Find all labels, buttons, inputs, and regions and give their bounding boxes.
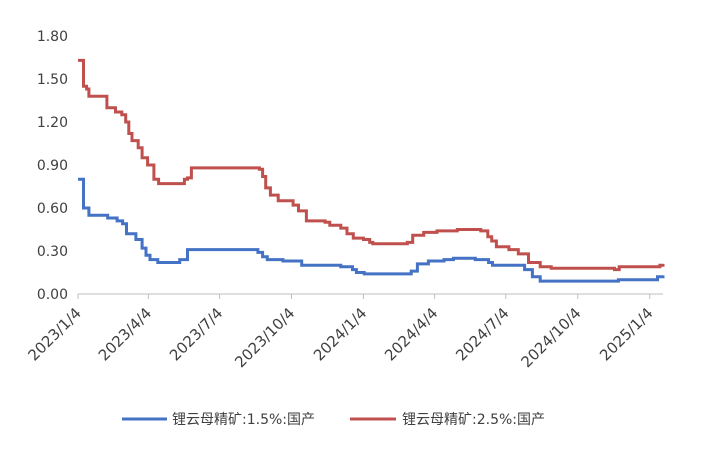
series-lines <box>78 58 665 283</box>
x-tick-label: 2023/10/4 <box>231 304 298 371</box>
y-tick-label: 0.00 <box>37 287 68 303</box>
x-axis: 2023/1/4 2023/4/4 2023/7/4 2023/10/4 2024/1/… <box>24 293 663 371</box>
x-tick-label: 2023/4/4 <box>95 304 155 364</box>
y-tick-label: 0.90 <box>37 158 68 174</box>
y-axis: 0.00 0.30 0.60 0.90 1.20 1.50 1.80 <box>37 29 68 303</box>
legend-item-series-2[interactable]: 锂云母精矿:2.5%:国产 <box>350 412 545 428</box>
x-tick-label: 2023/1/4 <box>24 304 84 364</box>
y-tick-label: 0.30 <box>37 244 68 260</box>
x-tick-label: 2024/1/4 <box>310 304 370 364</box>
series-line-2[interactable] <box>78 58 665 272</box>
y-tick-label: 1.20 <box>37 115 68 131</box>
x-tick-label: 2025/1/4 <box>596 304 656 364</box>
legend-label-series-2: 锂云母精矿:2.5%:国产 <box>402 412 545 428</box>
y-tick-label: 0.60 <box>37 201 68 217</box>
x-tick-label: 2024/10/4 <box>517 304 584 371</box>
x-tick-label: 2023/7/4 <box>166 304 226 364</box>
legend-label-series-1: 锂云母精矿:1.5%:国产 <box>172 412 315 428</box>
legend: 锂云母精矿:1.5%:国产 锂云母精矿:2.5%:国产 <box>122 412 545 428</box>
x-tick-label: 2024/4/4 <box>381 304 441 364</box>
x-tick-label: 2024/7/4 <box>452 304 512 364</box>
legend-item-series-1[interactable]: 锂云母精矿:1.5%:国产 <box>122 412 315 428</box>
y-tick-label: 1.80 <box>37 29 68 45</box>
series-line-1[interactable] <box>78 177 665 283</box>
y-tick-label: 1.50 <box>37 72 68 88</box>
